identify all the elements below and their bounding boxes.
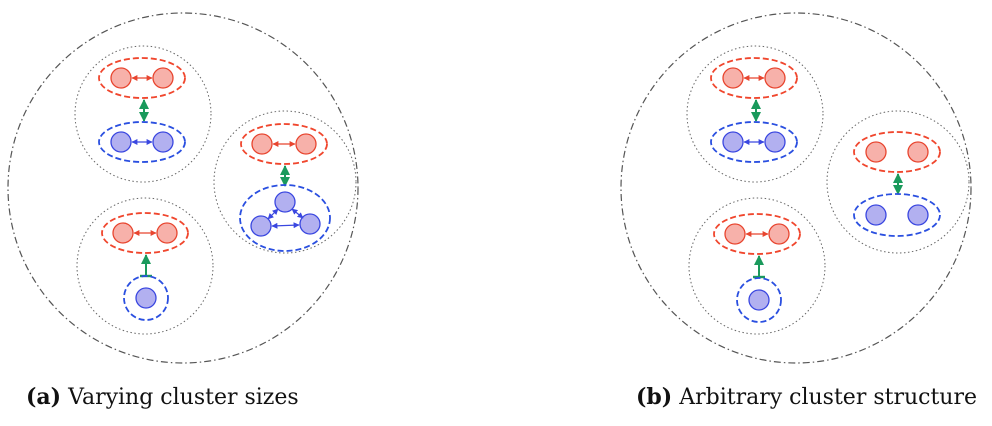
cluster-boundary	[74, 45, 212, 183]
blue-node	[274, 191, 296, 213]
blue-node	[748, 289, 770, 311]
blue-node	[152, 131, 174, 153]
panel-a	[7, 12, 359, 364]
cluster-boundary	[76, 197, 214, 335]
red-node	[768, 223, 790, 245]
cluster-boundary	[688, 197, 826, 335]
red-node	[295, 133, 317, 155]
blue-node	[250, 215, 272, 237]
red-node	[907, 141, 929, 163]
red-node	[152, 67, 174, 89]
red-group	[101, 212, 189, 254]
blue-group	[710, 121, 798, 163]
blue-node	[722, 131, 744, 153]
cluster-right	[213, 110, 357, 254]
blue-node	[135, 287, 157, 309]
cluster-bottom	[688, 197, 826, 335]
blue-node	[865, 204, 887, 226]
caption-tag: (a)	[26, 384, 62, 410]
caption-tag: (b)	[636, 384, 673, 410]
outer-population-boundary	[620, 12, 972, 364]
blue-link	[271, 222, 300, 229]
cluster-top	[686, 45, 824, 183]
red-node	[722, 67, 744, 89]
red-group	[853, 131, 941, 173]
cluster-diagram	[7, 12, 972, 364]
blue-node	[110, 131, 132, 153]
blue-group	[123, 275, 169, 321]
red-group	[240, 123, 328, 165]
red-group	[713, 213, 801, 255]
blue-link	[267, 208, 279, 220]
blue-node	[764, 131, 786, 153]
red-group	[710, 57, 798, 99]
red-node	[112, 222, 134, 244]
blue-node	[299, 213, 321, 235]
cluster-boundary	[686, 45, 824, 183]
blue-group	[736, 277, 782, 323]
caption-panel-a: (a) Varying cluster sizes	[26, 384, 299, 410]
panel-b	[620, 12, 972, 364]
cluster-top	[74, 45, 212, 183]
cluster-bottom	[76, 197, 214, 335]
red-node	[764, 67, 786, 89]
cluster-right	[826, 110, 970, 254]
red-group	[98, 57, 186, 99]
red-node	[865, 141, 887, 163]
caption-panel-b: (b) Arbitrary cluster structure	[636, 384, 977, 410]
outer-population-boundary	[7, 12, 359, 364]
caption-text: Varying cluster sizes	[68, 385, 299, 410]
blue-group	[98, 121, 186, 163]
red-node	[110, 67, 132, 89]
blue-group	[239, 184, 331, 252]
blue-node	[907, 204, 929, 226]
blue-link	[291, 208, 304, 219]
red-node	[251, 133, 273, 155]
cluster-boundary	[213, 110, 357, 254]
caption-text: Arbitrary cluster structure	[679, 385, 978, 410]
red-node	[724, 223, 746, 245]
red-node	[156, 222, 178, 244]
cluster-boundary	[826, 110, 970, 254]
blue-group	[853, 193, 941, 237]
